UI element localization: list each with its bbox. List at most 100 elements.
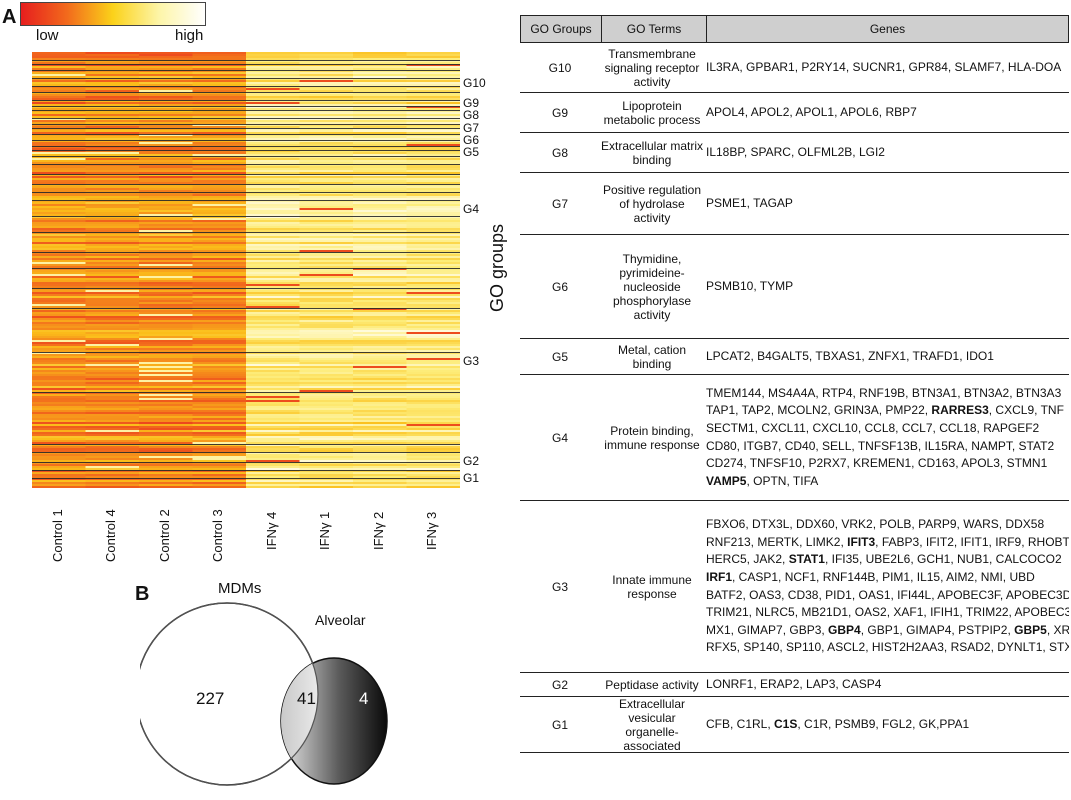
heatmap-cell — [299, 344, 354, 347]
heatmap-cell — [139, 368, 193, 371]
heatmap-cell — [406, 434, 460, 437]
heatmap-cell — [85, 192, 140, 195]
heatmap-cell — [85, 264, 140, 267]
gene-line: IL18BP, SPARC, OLFML2B, LGI2 — [706, 144, 1069, 162]
heatmap-cell — [406, 158, 460, 161]
heatmap-cell — [299, 94, 354, 97]
heatmap-cell — [32, 296, 86, 299]
heatmap-cell — [85, 142, 140, 145]
heatmap-cell — [353, 484, 407, 487]
heatmap-cell — [139, 358, 193, 361]
heatmap-cell — [85, 126, 140, 129]
heatmap-cell — [299, 88, 354, 91]
heatmap-cell — [139, 214, 193, 217]
heatmap-cell — [353, 350, 407, 353]
heatmap-cell — [139, 420, 193, 423]
heatmap-cell — [192, 232, 247, 235]
heatmap-cell — [139, 308, 193, 311]
heatmap-cell — [32, 270, 86, 273]
heatmap-cell — [299, 84, 354, 87]
heatmap-cell — [192, 410, 247, 413]
heatmap-cell — [32, 352, 86, 355]
heatmap-cell — [32, 106, 86, 109]
heatmap-cell — [299, 346, 354, 349]
heatmap-cell — [353, 380, 407, 383]
heatmap-cell — [406, 182, 460, 185]
heatmap-cell — [139, 274, 193, 277]
heatmap-cell — [192, 218, 247, 221]
heatmap-cell — [139, 66, 193, 69]
heatmap-cell — [406, 324, 460, 327]
heatmap-cell — [192, 266, 247, 269]
heatmap-cell — [85, 224, 140, 227]
heatmap-cell — [406, 292, 460, 295]
gene-text: , CXCL9, TNF — [988, 403, 1064, 418]
heatmap-cell — [353, 310, 407, 313]
go-group-cell: G1 — [551, 717, 568, 732]
heatmap-cell — [353, 458, 407, 461]
heatmap-cell — [192, 132, 247, 135]
heatmap-cell — [85, 324, 140, 327]
heatmap-cell — [192, 344, 247, 347]
heatmap-cell — [32, 402, 86, 405]
go-term-cell: Lipoprotein metabolic process — [603, 98, 701, 127]
heatmap-cell — [299, 132, 354, 135]
heatmap-cell — [85, 400, 140, 403]
heatmap-cell — [139, 480, 193, 483]
heatmap-cell — [246, 382, 300, 385]
heatmap-cell — [353, 70, 407, 73]
heatmap-cell — [299, 218, 354, 221]
heatmap-cell — [353, 128, 407, 131]
heatmap-cell — [32, 322, 86, 325]
heatmap-cell — [353, 388, 407, 391]
heatmap-cell — [406, 394, 460, 397]
heatmap-cell — [353, 144, 407, 147]
heatmap-cell — [192, 368, 247, 371]
heatmap-cell — [139, 416, 193, 419]
heatmap-cell — [85, 306, 140, 309]
heatmap-cell — [406, 460, 460, 463]
heatmap-cell — [299, 66, 354, 69]
gene-text: CD274, TNFSF10, P2RX7, KREMEN1, CD163, A… — [706, 456, 1048, 471]
heatmap-separator — [32, 192, 460, 193]
heatmap-cell — [406, 364, 460, 367]
heatmap-cell — [192, 150, 247, 153]
gene-line: TRIM21, NLRC5, MB21D1, OAS2, XAF1, IFIH1… — [706, 604, 1069, 622]
heatmap-cell — [85, 288, 140, 291]
heatmap-cell — [353, 78, 407, 81]
go-term-cell: Transmembrane signaling receptor activit… — [604, 46, 700, 89]
heatmap-cell — [139, 476, 193, 479]
heatmap-cell — [406, 454, 460, 457]
heatmap-cell — [246, 90, 300, 93]
gene-line: MX1, GIMAP7, GBP3, GBP4, GBP1, GIMAP4, P… — [706, 622, 1069, 640]
heatmap-cell — [32, 260, 86, 263]
heatmap-cell — [406, 186, 460, 189]
heatmap-cell — [299, 322, 354, 325]
heatmap-cell — [32, 456, 86, 459]
heatmap-cell — [85, 104, 140, 107]
heatmap-cell — [85, 60, 140, 63]
heatmap-cell — [246, 406, 300, 409]
heatmap-cell — [192, 118, 247, 121]
genes-cell: TMEM144, MS4A4A, RTP4, RNF19B, BTN3A1, B… — [704, 375, 1069, 500]
heatmap-cell — [139, 324, 193, 327]
heatmap-cell — [406, 456, 460, 459]
heatmap-cell — [353, 180, 407, 183]
heatmap-cell — [192, 210, 247, 213]
heatmap-cell — [139, 444, 193, 447]
heatmap-cell — [139, 224, 193, 227]
heatmap-cell — [406, 232, 460, 235]
heatmap-cell — [192, 442, 247, 445]
heatmap-cell — [406, 92, 460, 95]
heatmap-cell — [85, 156, 140, 159]
heatmap-cell — [406, 154, 460, 157]
heatmap-cell — [192, 66, 247, 69]
heatmap-cell — [353, 386, 407, 389]
heatmap-cell — [299, 354, 354, 357]
heatmap-cell — [139, 246, 193, 249]
heatmap-cell — [299, 314, 354, 317]
heatmap-cell — [32, 54, 86, 57]
heatmap-cell — [32, 130, 86, 133]
heatmap-cell — [192, 330, 247, 333]
heatmap-cell — [353, 94, 407, 97]
